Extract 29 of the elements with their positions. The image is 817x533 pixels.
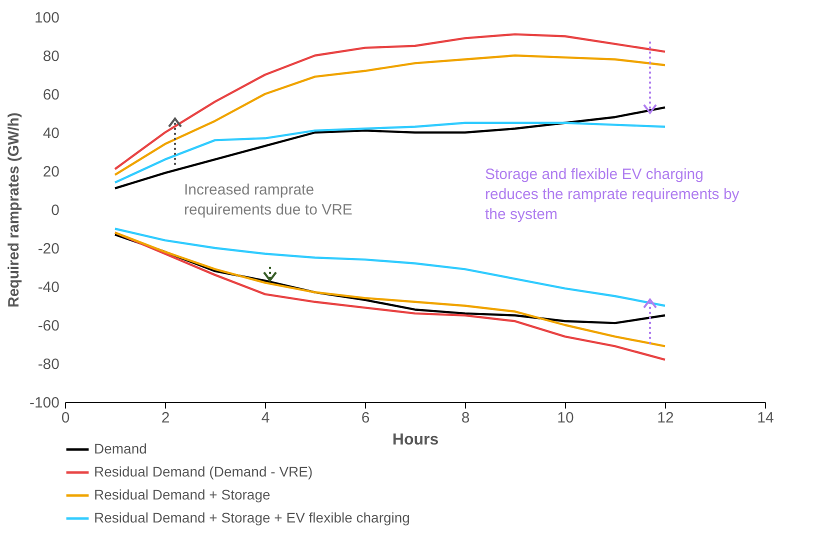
y-tick-label: -20 <box>38 240 60 258</box>
y-tick-label: 40 <box>42 125 60 142</box>
x-tick-label: 6 <box>361 410 370 426</box>
y-tick-label: -40 <box>38 279 60 296</box>
x-tick-label: 12 <box>657 410 674 426</box>
y-tick-label: -100 <box>29 394 60 412</box>
legend-label: Residual Demand + Storage + EV flexible charging <box>94 510 410 526</box>
line-series <box>114 233 666 324</box>
annotation: Increased ramprate requirements due to VRE <box>184 182 352 219</box>
legend-label: Demand <box>94 440 147 456</box>
x-tick-label: 14 <box>757 410 774 426</box>
x-tick-label: 8 <box>461 410 470 426</box>
y-tick-label: 20 <box>42 164 60 180</box>
annotation: Storage and flexible EV charging reduces the ramprate requirements by the system <box>485 166 740 224</box>
y-axis-title: Required ramprates (GW/h) <box>5 112 22 308</box>
x-tick-label: 0 <box>61 410 70 426</box>
x-axis-title: Hours <box>392 432 439 448</box>
x-tick-label: 4 <box>261 410 270 426</box>
y-tick-label: 100 <box>34 10 60 26</box>
y-tick-label: 60 <box>42 86 60 104</box>
line-series <box>114 228 666 307</box>
y-tick-label: 80 <box>42 48 60 65</box>
legend-label: Residual Demand (Demand - VRE) <box>94 464 313 480</box>
x-tick-label: 2 <box>161 410 170 426</box>
x-tick-label: 10 <box>557 410 574 426</box>
legend-label: Residual Demand + Storage <box>94 486 270 502</box>
y-tick-label: 0 <box>51 202 60 219</box>
y-tick-label: -60 <box>38 318 60 334</box>
y-tick-label: -80 <box>38 356 60 373</box>
